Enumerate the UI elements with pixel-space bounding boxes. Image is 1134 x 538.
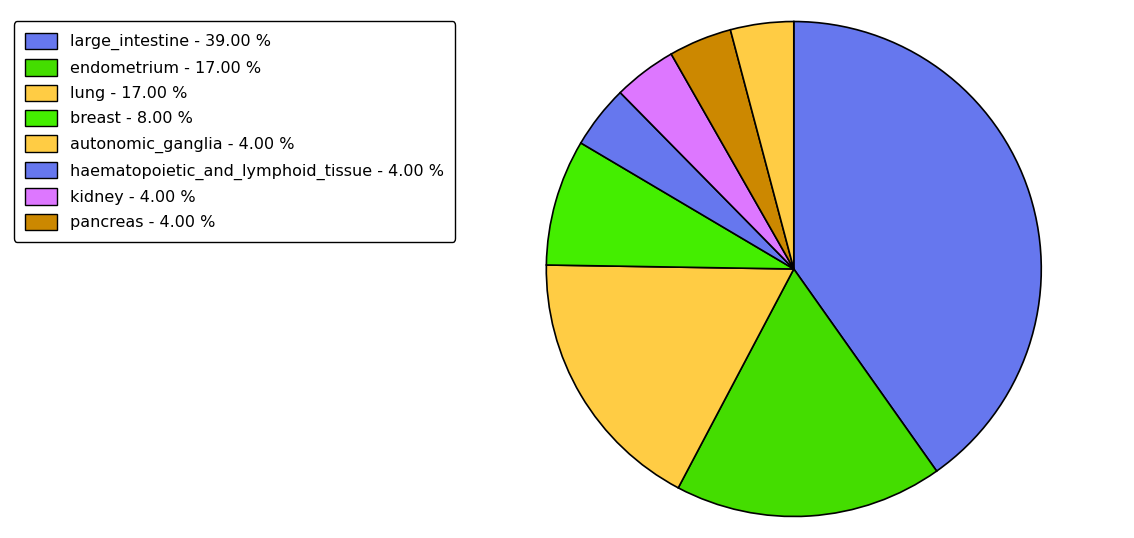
Wedge shape [678, 269, 937, 516]
Wedge shape [581, 93, 794, 269]
Legend: large_intestine - 39.00 %, endometrium - 17.00 %, lung - 17.00 %, breast - 8.00 : large_intestine - 39.00 %, endometrium -… [14, 22, 455, 242]
Wedge shape [730, 22, 794, 269]
Wedge shape [547, 265, 794, 488]
Wedge shape [794, 22, 1041, 471]
Wedge shape [671, 30, 794, 269]
Wedge shape [547, 143, 794, 269]
Wedge shape [620, 54, 794, 269]
